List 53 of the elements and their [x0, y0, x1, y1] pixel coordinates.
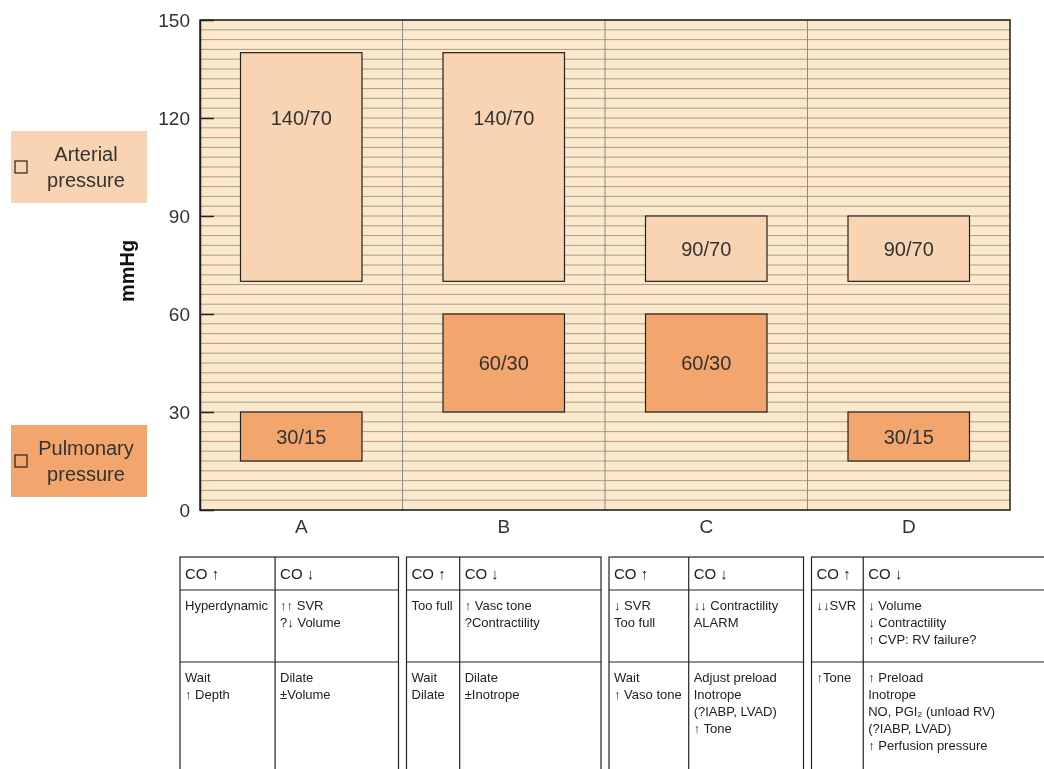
data-label: 90/70 — [883, 237, 934, 260]
text: CO ↑ — [411, 565, 446, 582]
data-label: 140/70 — [473, 106, 535, 129]
text: CO ↓ — [693, 565, 728, 582]
y-tick-label: 60 — [168, 303, 190, 325]
text: ↓ SVR Too full — [614, 598, 656, 630]
text: Wait ↑ Depth — [185, 670, 230, 702]
text: CO ↓ — [464, 565, 499, 582]
bar — [847, 215, 971, 282]
y-tick-label: 90 — [168, 205, 190, 227]
text: Hyperdynamic — [185, 598, 269, 613]
text: ↑ Vasc tone ?Contractility — [464, 598, 541, 630]
text: ↓↓SVR — [816, 598, 857, 613]
text: CO ↑ — [185, 565, 220, 582]
bar — [239, 411, 363, 462]
x-tick-label: A — [294, 516, 308, 538]
text: ↓↓ Contractility ALARM — [693, 598, 779, 630]
data-label: 60/30 — [478, 352, 529, 374]
text: Too full — [411, 598, 453, 613]
data-label: 30/15 — [883, 425, 934, 448]
text: ↓ Volume ↓ Contractility ↑ CVP: RV failure? — [868, 598, 977, 647]
text: Dilate ±Volume — [280, 670, 331, 702]
data-label: 60/30 — [681, 352, 732, 374]
text: ↑ Preload Inotrope NO, PGI₂ (unload RV) (?IABP, LVAD) ↑ Perfusion pressure — [868, 670, 996, 753]
legend-label: Arterial pressure — [47, 143, 125, 191]
bar — [239, 52, 363, 282]
text: Wait Dilate — [411, 670, 445, 702]
text: CO ↓ — [280, 565, 315, 582]
data-label: 30/15 — [276, 425, 327, 448]
y-axis-title: mmHg — [116, 239, 138, 303]
bar — [644, 313, 768, 413]
text: CO ↑ — [614, 565, 649, 582]
data-label: 90/70 — [681, 237, 732, 260]
y-tick-label: 0 — [179, 499, 190, 521]
text: CO ↓ — [868, 565, 903, 582]
y-tick-label: 150 — [158, 9, 190, 31]
text: Adjust preload Inotrope (?IABP, LVAD) ↑ Tone — [693, 670, 777, 736]
text: ↑Tone — [816, 670, 852, 685]
text: Dilate ±Inotrope — [464, 670, 520, 702]
text: ↑↑ SVR ?↓ Volume — [280, 598, 341, 630]
x-tick-label: C — [699, 516, 714, 538]
bar — [442, 52, 566, 282]
text: CO ↑ — [816, 565, 851, 582]
y-tick-label: 30 — [168, 401, 190, 423]
bar — [847, 411, 971, 462]
x-tick-label: D — [901, 516, 916, 538]
x-tick-label: B — [497, 516, 511, 538]
legend-label: Pulmonary pressure — [38, 437, 134, 485]
y-tick-label: 120 — [158, 107, 190, 129]
text: Wait ↑ Vaso tone — [614, 670, 682, 702]
bar — [644, 215, 768, 282]
data-label: 140/70 — [270, 106, 332, 129]
bar — [442, 313, 566, 413]
